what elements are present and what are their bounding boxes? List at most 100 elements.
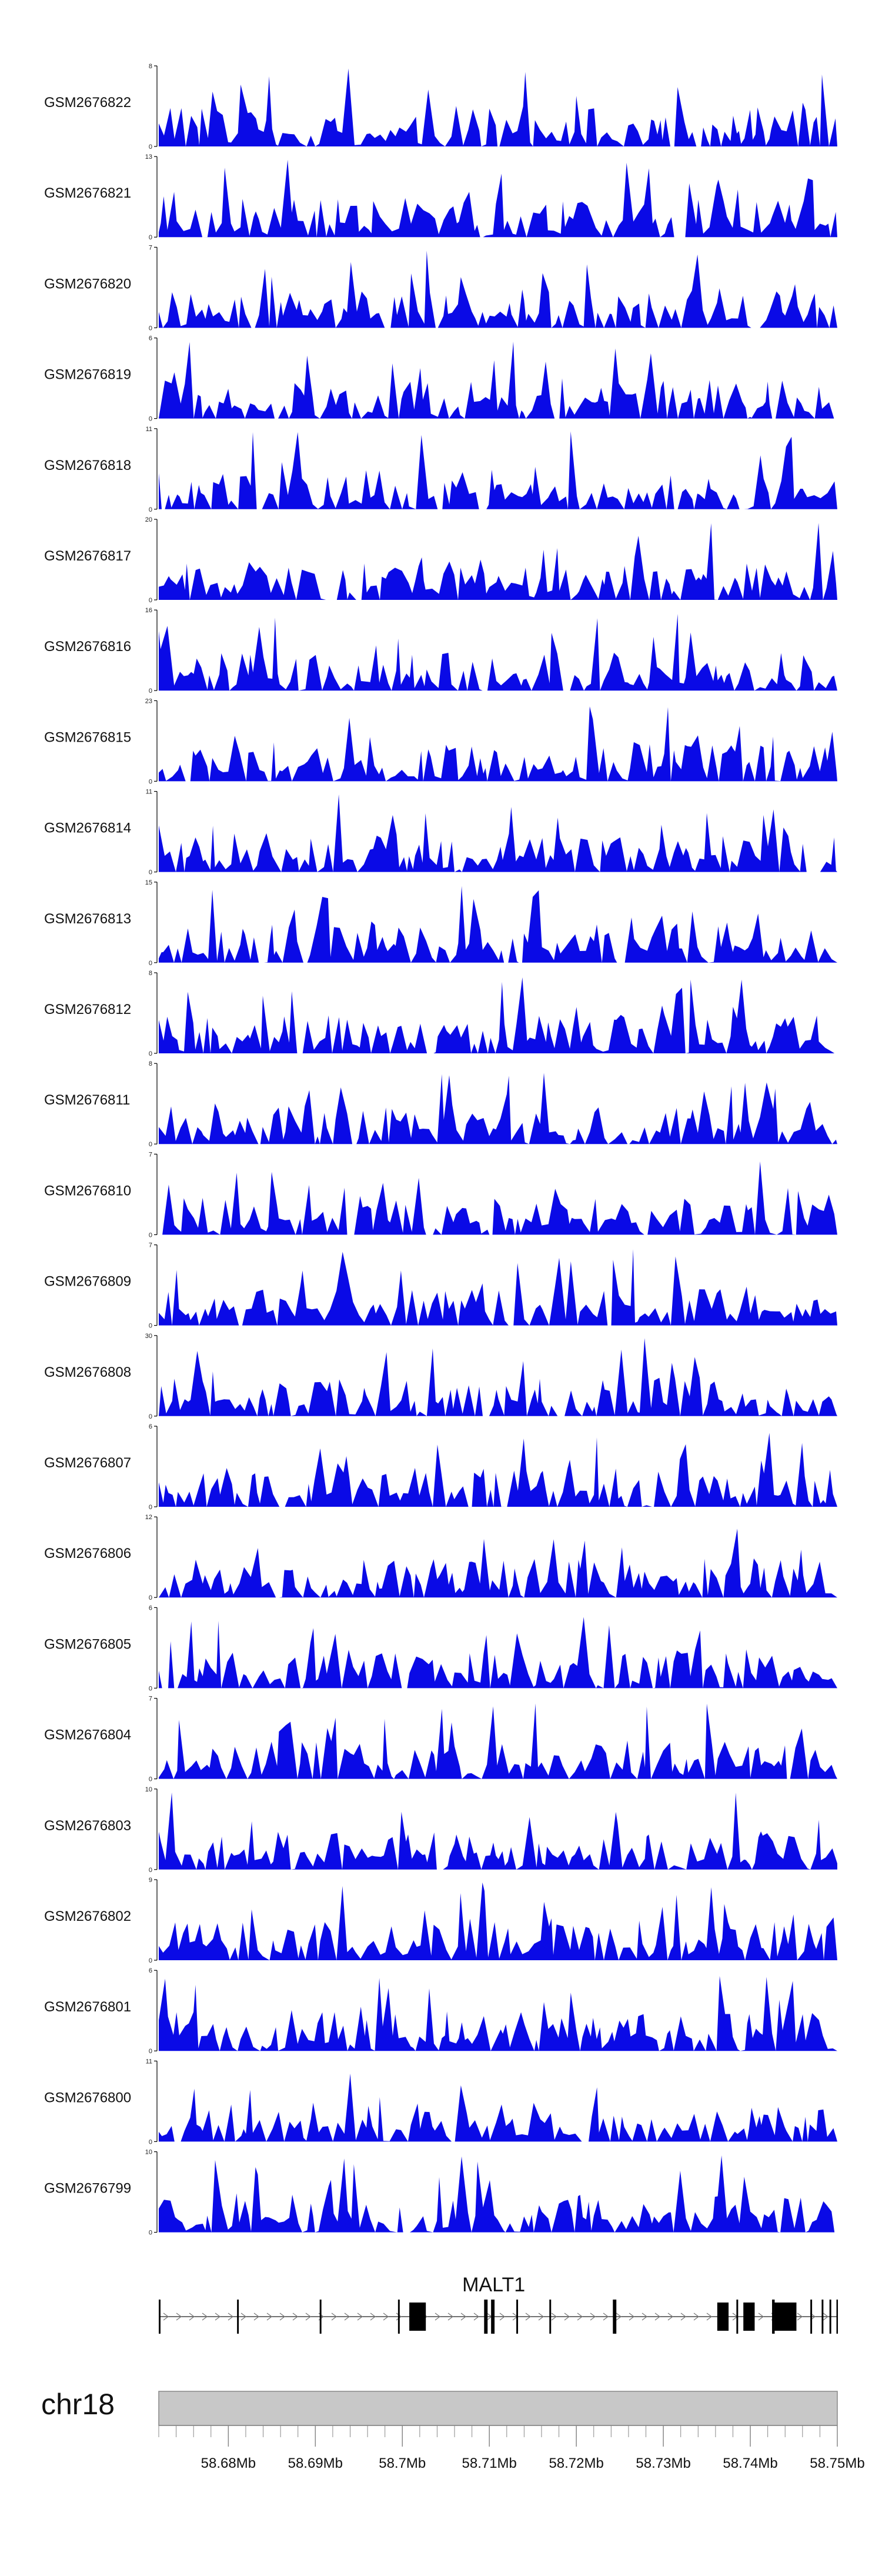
exon [159,2300,161,2334]
y-tick-label-zero: 0 [149,2230,152,2237]
y-tick-label-max: 16 [145,607,152,614]
y-tick-label-zero: 0 [149,1685,152,1692]
track-GSM2676811: GSM2676811 8 0 [44,1060,837,1148]
track-GSM2676807: GSM2676807 6 0 [44,1423,837,1511]
strand-arrow [642,2313,647,2321]
track-GSM2676822: GSM2676822 8 0 [44,63,837,151]
strand-arrow [370,2313,376,2321]
coverage-area [159,1073,837,1144]
y-tick-label-zero: 0 [149,506,152,513]
coverage-area [159,886,837,963]
exon [736,2300,739,2334]
x-tick-label: 58.7Mb [379,2455,426,2471]
strand-arrow [460,2313,466,2321]
exon [810,2300,813,2334]
y-tick-label-zero: 0 [149,960,152,967]
track-label: GSM2676820 [44,276,131,292]
y-tick-label-zero: 0 [149,1594,152,1601]
coverage-area [159,613,837,691]
y-tick-label-max: 8 [149,1060,152,1067]
track-label: GSM2676811 [44,1092,130,1108]
track-GSM2676820: GSM2676820 7 0 [44,244,837,332]
y-tick-label-max: 15 [145,879,152,886]
chromosome-label: chr18 [41,2388,115,2421]
y-tick-label-max: 10 [145,2149,152,2156]
strand-arrow [629,2313,634,2321]
gene-label: MALT1 [462,2274,525,2296]
exon [237,2300,239,2334]
y-tick-label-zero: 0 [149,1050,152,1057]
exon [772,2300,775,2334]
track-label: GSM2676819 [44,367,131,383]
exon [717,2303,729,2331]
strand-arrow [435,2313,440,2321]
track-GSM2676804: GSM2676804 7 0 [44,1696,837,1783]
coverage-area [159,251,837,328]
exon [743,2303,755,2331]
track-label: GSM2676808 [44,1364,131,1380]
coverage-area [159,431,837,509]
y-tick-label-max: 6 [149,335,152,342]
strand-arrow [551,2313,557,2321]
strand-arrow [202,2313,208,2321]
track-label: GSM2676812 [44,1002,131,1017]
track-label: GSM2676816 [44,639,131,655]
strand-arrow [525,2313,531,2321]
track-label: GSM2676803 [44,1818,131,1834]
y-tick-label-max: 6 [149,1604,152,1611]
track-GSM2676814: GSM2676814 11 0 [44,789,837,876]
y-tick-label-max: 13 [145,154,152,161]
strand-arrow [654,2313,660,2321]
coverage-area [159,1338,837,1416]
exon [836,2300,838,2334]
y-tick-label-max: 11 [146,426,152,433]
strand-arrow [680,2313,686,2321]
track-GSM2676806: GSM2676806 12 0 [44,1514,837,1601]
y-tick-label-zero: 0 [149,1413,152,1420]
track-GSM2676809: GSM2676809 7 0 [44,1242,837,1330]
x-tick-label: 58.69Mb [288,2455,343,2471]
track-GSM2676819: GSM2676819 6 0 [44,335,837,423]
y-tick-label-max: 23 [145,698,152,705]
strand-arrow [693,2313,699,2321]
track-label: GSM2676815 [44,729,131,745]
coverage-area [159,159,837,238]
exon [409,2303,426,2331]
track-label: GSM2676809 [44,1274,131,1290]
y-tick-label-zero: 0 [149,234,152,241]
strand-arrow [189,2313,195,2321]
strand-arrow [305,2313,311,2321]
coverage-area [159,1529,837,1598]
strand-arrow [473,2313,479,2321]
strand-arrow [590,2313,596,2321]
track-label: GSM2676807 [44,1455,131,1471]
track-GSM2676801: GSM2676801 6 0 [44,1967,837,2055]
y-tick-label-zero: 0 [149,416,152,423]
track-GSM2676799: GSM2676799 10 0 [44,2149,837,2237]
y-tick-label-zero: 0 [149,1323,152,1330]
strand-arrow [279,2313,285,2321]
y-tick-label-zero: 0 [149,2048,152,2055]
track-GSM2676812: GSM2676812 8 0 [44,970,837,1057]
y-tick-label-max: 8 [149,970,152,977]
track-GSM2676803: GSM2676803 10 0 [44,1786,837,1874]
exon [549,2300,552,2334]
exon [397,2300,400,2334]
track-GSM2676821: GSM2676821 13 0 [44,154,837,241]
track-label: GSM2676810 [44,1183,131,1199]
strand-arrow [253,2313,259,2321]
track-label: GSM2676817 [44,548,131,564]
coverage-area [159,68,837,146]
x-tick-label: 58.68Mb [201,2455,256,2471]
track-GSM2676817: GSM2676817 20 0 [44,516,837,604]
y-tick-label-max: 9 [149,1877,152,1884]
track-GSM2676808: GSM2676808 30 0 [44,1333,837,1420]
coverage-area [159,2155,837,2233]
y-tick-label-zero: 0 [149,2138,152,2145]
strand-arrow [163,2313,169,2321]
y-tick-label-zero: 0 [149,688,152,695]
y-tick-label-max: 20 [145,516,152,523]
coverage-area [159,1703,837,1779]
strand-arrow [240,2313,246,2321]
track-label: GSM2676804 [44,1727,131,1743]
